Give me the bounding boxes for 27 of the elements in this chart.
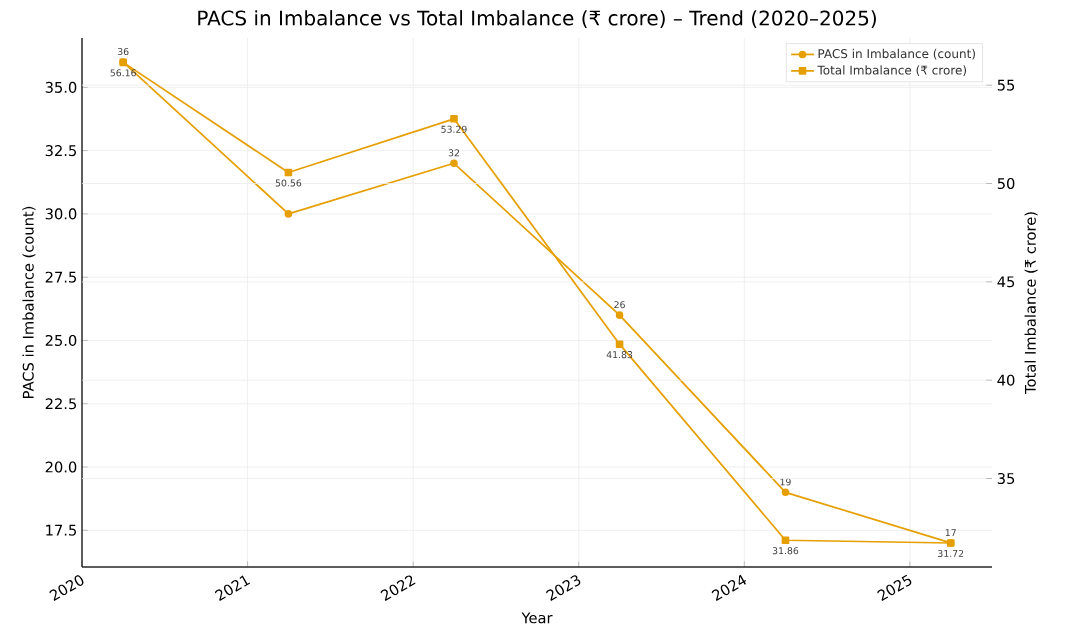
data-label: 31.86: [772, 547, 799, 555]
data-label: 50.56: [275, 179, 302, 187]
y2-tick-label: 55: [997, 79, 1015, 91]
y-tick-label: 20.0: [45, 461, 77, 473]
data-label: 36: [117, 48, 129, 56]
y2-tick-label: 40: [997, 374, 1015, 386]
y-tick-label: 25.0: [45, 334, 77, 346]
legend-label: Total Imbalance (₹ crore): [817, 65, 967, 77]
y2-tick-label: 35: [997, 472, 1015, 485]
y-tick-label: 22.5: [45, 398, 77, 410]
x-axis-title: Year: [521, 612, 553, 624]
data-label: 31.72: [938, 549, 964, 557]
chart-title: PACS in Imbalance vs Total Imbalance (₹ crore) – Trend (2020–2025): [198, 10, 876, 28]
y2-tick-label: 50: [997, 177, 1015, 190]
y-tick-label: 17.5: [46, 524, 77, 536]
y-axis-title: PACS in Imbalance (count): [22, 206, 36, 398]
data-label: 32: [448, 149, 459, 157]
y-tick-label: 35.0: [45, 81, 77, 93]
y2-axis-title: Total Imbalance (₹ crore): [1024, 212, 1038, 394]
y2-tick-label: 45: [997, 276, 1015, 288]
data-label: 19: [780, 478, 791, 486]
y-tick-label: 32.5: [45, 145, 77, 157]
y-tick-label: 30.0: [45, 208, 77, 220]
y-tick-label: 27.5: [45, 271, 77, 283]
data-label: 17: [945, 529, 956, 537]
legend-label: PACS in Imbalance (count): [818, 48, 975, 60]
data-label: 26: [614, 301, 625, 309]
